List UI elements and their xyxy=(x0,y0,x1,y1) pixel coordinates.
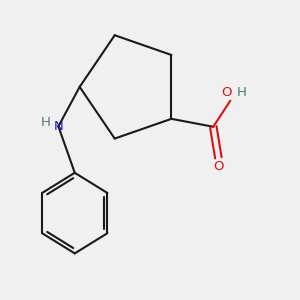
Text: O: O xyxy=(221,86,232,99)
Text: O: O xyxy=(213,160,224,173)
Text: H: H xyxy=(237,86,247,99)
Text: N: N xyxy=(53,120,63,133)
Text: H: H xyxy=(41,116,51,129)
